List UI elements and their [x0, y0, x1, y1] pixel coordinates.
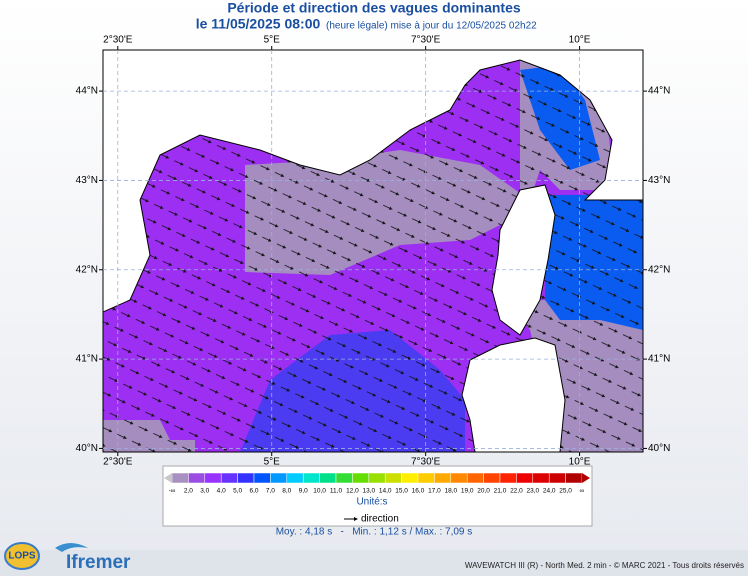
axes: 2°30'E 2°30'E 5°E 5°E 7°30'E 7°30'E 10°E 10°E 44… — [76, 35, 671, 468]
color-label: 12,0 — [346, 488, 359, 495]
stats: Moy. : 4,18 s - Min. : 1,12 s / Max. : 7… — [276, 527, 473, 538]
color-label: 21,0 — [494, 488, 507, 495]
update: (heure légale) mise à jour du 12/05/2025… — [326, 21, 537, 32]
color-label: 15,0 — [395, 488, 408, 495]
title: Période et direction des vagues dominant… — [227, 0, 521, 16]
color-label: 19,0 — [461, 488, 474, 495]
lat-label: 43°N — [76, 175, 98, 186]
lon-label: 2°30'E — [103, 35, 133, 46]
lat-label: 41°N — [648, 354, 670, 365]
plot-frame — [102, 49, 644, 453]
credit: WAVEWATCH III (R) - North Med. 2 min - ©… — [465, 561, 744, 570]
lat-label: 44°N — [648, 86, 670, 97]
color-box — [384, 472, 402, 484]
lat-label: 42°N — [648, 264, 670, 275]
color-box — [335, 472, 353, 484]
color-box — [319, 472, 337, 484]
legend: -∞ 2,0 3,0 4,0 5,0 6,0 7,0 8,0 9,0 10,0 11,0 12,0 13… — [164, 472, 590, 495]
color-label: 5,0 — [233, 488, 242, 495]
color-label: 13,0 — [362, 488, 375, 495]
color-box — [401, 472, 419, 484]
lon-label: 7°30'E — [411, 457, 441, 468]
color-label: 24,0 — [543, 488, 556, 495]
unit: Unité:s — [356, 497, 387, 508]
color-box — [499, 472, 517, 484]
color-label: 20,0 — [477, 488, 490, 495]
color-label: 9,0 — [299, 488, 308, 495]
color-label: 2,0 — [184, 488, 193, 495]
color-box — [516, 472, 534, 484]
land-corsica — [491, 184, 556, 336]
direction-label: direction — [361, 514, 399, 525]
color-label: 6,0 — [249, 488, 258, 495]
lon-label: 10°E — [569, 457, 591, 468]
color-box — [188, 472, 206, 484]
color-box — [204, 472, 222, 484]
lat-label: 40°N — [76, 443, 98, 454]
lon-label: 5°E — [264, 35, 281, 46]
color-box — [466, 472, 484, 484]
color-bar-end — [164, 473, 172, 483]
lat-label: 40°N — [648, 443, 670, 454]
color-box — [565, 472, 583, 484]
color-bar-end — [582, 473, 590, 483]
land-sardinia — [461, 337, 566, 452]
color-box — [532, 472, 550, 484]
color-label: 8,0 — [282, 488, 291, 495]
color-box — [286, 472, 304, 484]
lat-label: 43°N — [648, 175, 670, 186]
color-box — [434, 472, 452, 484]
lat-label: 41°N — [76, 354, 98, 365]
color-box — [220, 472, 238, 484]
color-box — [417, 472, 435, 484]
color-box — [270, 472, 288, 484]
lat-label: 42°N — [76, 264, 98, 275]
color-label: 17,0 — [428, 488, 441, 495]
color-box — [253, 472, 271, 484]
lops-logo — [4, 542, 40, 570]
color-label: -∞ — [169, 488, 176, 495]
ifremer-wave — [55, 543, 88, 552]
lon-label: 7°30'E — [411, 35, 441, 46]
land-mainland — [103, 50, 643, 313]
color-label: 23,0 — [526, 488, 539, 495]
date: le 11/05/2025 08:00 — [196, 16, 321, 32]
color-box — [450, 472, 468, 484]
ifremer-text: Ifremer — [66, 552, 131, 573]
color-box — [302, 472, 320, 484]
lat-label: 44°N — [76, 86, 98, 97]
footer-bar — [0, 550, 748, 576]
color-label: 25,0 — [559, 488, 572, 495]
color-box — [548, 472, 566, 484]
color-box — [483, 472, 501, 484]
color-label: 11,0 — [330, 488, 343, 495]
color-label: 10,0 — [313, 488, 326, 495]
color-label: 14,0 — [379, 488, 392, 495]
color-label: 16,0 — [412, 488, 425, 495]
color-label: ∞ — [580, 488, 585, 495]
color-label: 22,0 — [510, 488, 523, 495]
color-box — [171, 472, 189, 484]
lon-label: 5°E — [264, 457, 281, 468]
color-label: 18,0 — [444, 488, 457, 495]
color-box — [237, 472, 255, 484]
direction-arrow-head — [354, 517, 358, 521]
color-label: 7,0 — [266, 488, 275, 495]
lon-label: 2°30'E — [103, 457, 133, 468]
map — [103, 50, 643, 452]
color-label: 3,0 — [200, 488, 209, 495]
color-box — [352, 472, 370, 484]
lops-text: LOPS — [8, 551, 36, 562]
color-label: 4,0 — [217, 488, 226, 495]
lon-label: 10°E — [569, 35, 591, 46]
color-box — [368, 472, 386, 484]
